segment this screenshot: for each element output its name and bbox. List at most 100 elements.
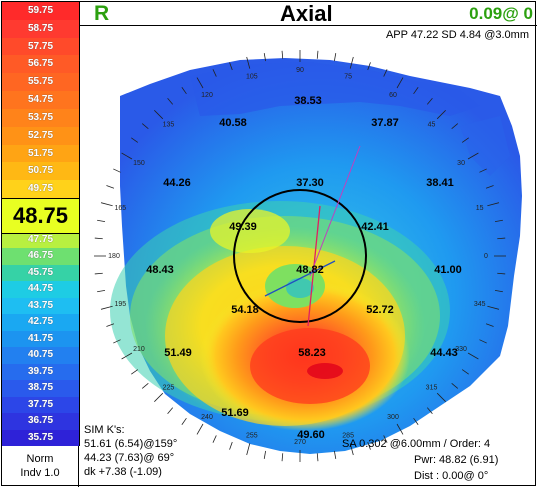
map-value-label: 41.00 — [434, 264, 462, 276]
angle-tick — [316, 50, 319, 59]
angle-label: 180 — [108, 253, 120, 260]
scale-cell: 50.75 — [2, 162, 79, 181]
scale-cell: 40.75 — [2, 347, 79, 364]
scale-cell: 58.75 — [2, 19, 79, 38]
angle-label: 225 — [163, 385, 175, 392]
angle-tick — [113, 168, 121, 173]
angle-label: 90 — [296, 67, 304, 74]
angle-labels: 9075604530150345330315300285270255240225… — [108, 67, 488, 446]
map-value-label: 48.43 — [146, 264, 174, 276]
angle-label: 240 — [201, 414, 213, 421]
header-value: 0.09@ 0 — [469, 4, 533, 23]
map-value-label: 52.72 — [366, 304, 394, 316]
map-value-label: 54.18 — [231, 304, 259, 316]
angle-tick — [229, 62, 233, 71]
scale-cell: 45.75 — [2, 264, 79, 282]
angle-label: 165 — [114, 205, 126, 212]
current-scale-value[interactable]: 48.75 — [2, 198, 79, 234]
angle-tick — [436, 392, 446, 402]
angle-tick — [479, 339, 487, 344]
map-value-label: 49.39 — [229, 221, 257, 233]
scale-mode-box[interactable]: Norm Indv 1.0 — [2, 446, 79, 487]
scale-cell: 46.75 — [2, 248, 79, 265]
angle-tick — [349, 56, 354, 69]
angle-tick — [461, 369, 469, 375]
simk-title: SIM K's: — [84, 424, 125, 436]
angle-tick — [229, 441, 233, 450]
angle-label: 105 — [246, 73, 258, 80]
angle-tick — [383, 69, 388, 77]
angle-tick — [396, 423, 404, 435]
angle-label: 285 — [342, 433, 354, 440]
angle-label: 210 — [133, 346, 145, 353]
angle-tick — [383, 435, 388, 443]
angle-tick — [131, 369, 139, 375]
angle-tick — [106, 185, 115, 189]
angle-label: 345 — [474, 301, 486, 308]
map-value-label: 38.53 — [294, 95, 322, 107]
angle-tick — [367, 62, 371, 71]
sa-readout: SA 0.302 @6.00mm / Order: 4 — [342, 438, 491, 450]
axial-map[interactable]: 90 75 60 45 30 15 0 345 330 315 300 285 270 255 240 225… — [80, 26, 537, 487]
axial-map-canvas: 9075604530150345330315300285270255240225… — [94, 50, 522, 462]
simk-dk: dk +7.38 (-1.09) — [84, 466, 162, 478]
angle-tick — [196, 77, 204, 89]
angle-tick — [212, 69, 217, 77]
scale-cell: 42.75 — [2, 314, 79, 331]
angle-tick — [281, 453, 284, 462]
map-value-label: 49.60 — [297, 429, 325, 441]
angle-tick — [333, 450, 337, 459]
scale-cell: 43.75 — [2, 297, 79, 315]
map-value-label: 40.58 — [219, 117, 247, 129]
angle-tick — [246, 56, 251, 69]
angle-ticks — [94, 50, 506, 462]
angle-tick — [97, 289, 106, 293]
map-values: 38.53 40.58 37.87 44.26 37.30 38.41 49.39 42.41… — [146, 95, 462, 441]
map-value-label: 42.41 — [361, 221, 389, 233]
simk-k2: 44.23 (7.63)@ 69° — [84, 452, 175, 464]
map-title: Axial — [280, 1, 333, 26]
map-value-label: 51.69 — [221, 407, 249, 419]
angle-tick — [154, 392, 164, 402]
angle-tick — [349, 443, 354, 456]
distance-readout: Dist : 0.00@ 0° — [414, 470, 489, 482]
angle-tick — [494, 289, 503, 293]
angle-label: 60 — [389, 92, 397, 99]
scale-cell: 52.75 — [2, 126, 79, 145]
angle-tick — [94, 237, 103, 240]
angle-tick — [141, 382, 149, 389]
angle-label: 300 — [387, 414, 399, 421]
angle-label: 120 — [201, 92, 213, 99]
map-value-label: 37.87 — [371, 117, 399, 129]
map-value-label: 48.82 — [296, 264, 324, 276]
map-value-label: 38.41 — [426, 177, 454, 189]
angle-tick — [467, 152, 479, 160]
angle-tick — [263, 53, 267, 62]
angle-tick — [426, 407, 433, 415]
eye-label: R — [94, 2, 110, 25]
color-scale: 59.75 58.75 57.75 56.75 55.75 54.75 53.75 52.75… — [2, 2, 80, 446]
angle-tick — [131, 137, 139, 143]
scale-cell: 55.75 — [2, 73, 79, 92]
angle-tick — [181, 87, 187, 95]
angle-tick — [100, 202, 113, 207]
angle-tick — [121, 352, 133, 360]
angle-label: 255 — [246, 433, 258, 440]
angle-tick — [467, 352, 479, 360]
scale-cell: 44.75 — [2, 281, 79, 298]
angle-tick — [479, 168, 487, 173]
angle-tick — [487, 305, 500, 310]
angle-tick — [485, 185, 494, 189]
angle-tick — [413, 87, 419, 95]
scale-cell: 39.75 — [2, 363, 79, 381]
angle-label: 0 — [484, 253, 488, 260]
angle-tick — [487, 202, 500, 207]
angle-tick — [100, 305, 113, 310]
app-readout: APP 47.22 SD 4.84 @3.0mm — [385, 29, 529, 41]
angle-tick — [212, 435, 217, 443]
angle-tick — [181, 417, 187, 425]
scale-cell: 59.75 — [2, 2, 79, 20]
angle-label: 30 — [457, 160, 465, 167]
pupil-circle — [233, 189, 367, 323]
